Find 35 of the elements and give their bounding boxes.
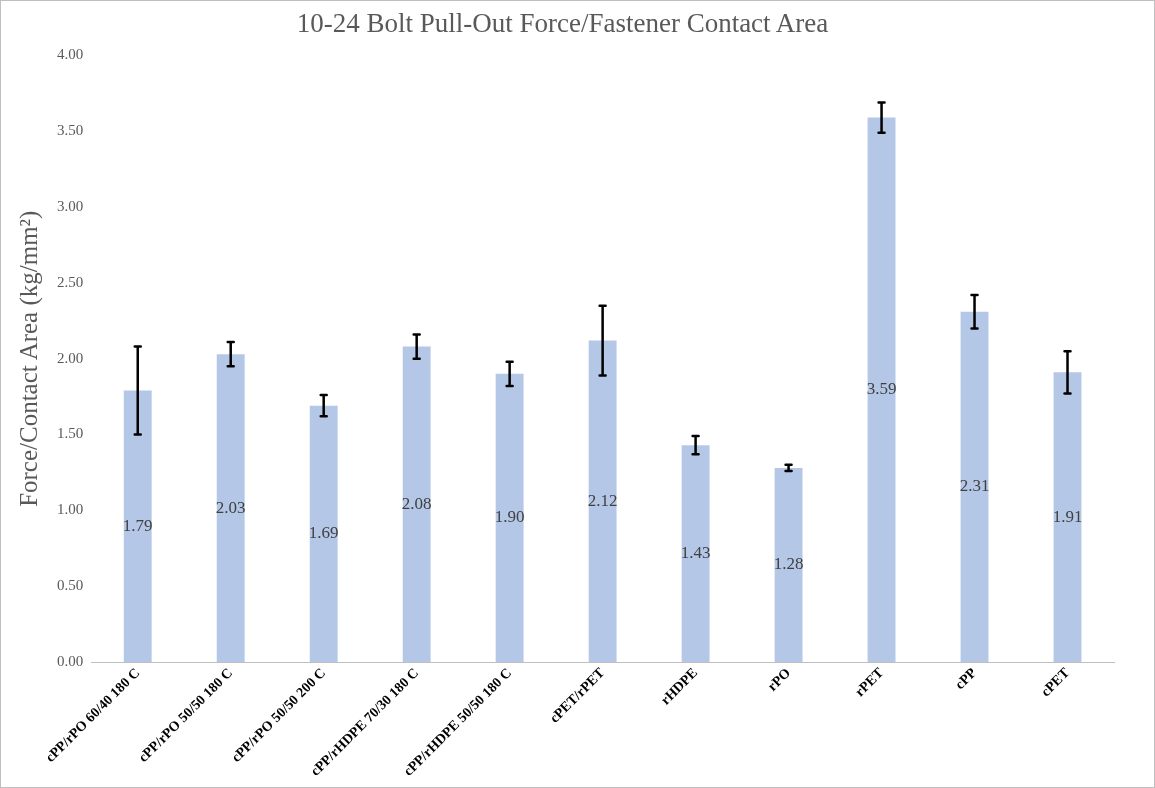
data-label: 1.90 [494,507,525,527]
y-tick-label: 0.50 [57,577,84,594]
y-tick-label: 3.50 [57,122,84,139]
x-tick-label: rPO [764,664,794,694]
y-tick-label: 0.00 [57,652,84,669]
y-tick-label: 1.00 [57,501,84,518]
data-label: 2.03 [215,497,246,517]
y-tick-label: 3.00 [57,197,84,214]
bar [309,405,338,663]
data-label: 1.28 [773,554,804,574]
bar [216,354,245,663]
data-label: 2.12 [587,490,618,510]
data-label: 3.59 [866,379,897,399]
bar [867,117,896,663]
data-label: 1.79 [122,515,153,535]
data-label: 2.08 [401,493,432,513]
x-tick-label: cPP [952,664,980,693]
bar [495,373,524,663]
bar [1053,372,1082,663]
y-tick-label: 4.00 [57,46,84,63]
y-axis-title: Force/Contact Area (kg/mm²) [14,210,43,507]
data-label: 1.43 [680,543,711,563]
bar [681,445,710,663]
data-label: 1.69 [308,523,339,543]
bar [774,467,803,663]
data-label: 1.91 [1052,506,1083,526]
bar [588,340,617,663]
bar [402,346,431,663]
y-tick-label: 1.50 [57,425,84,442]
y-tick-label: 2.00 [57,349,84,366]
bar [123,390,152,663]
y-tick-label: 2.50 [57,273,84,290]
chart-title: 10-24 Bolt Pull-Out Force/Fastener Contact Area [296,8,829,39]
bar [960,311,989,663]
data-label: 2.31 [959,476,990,496]
